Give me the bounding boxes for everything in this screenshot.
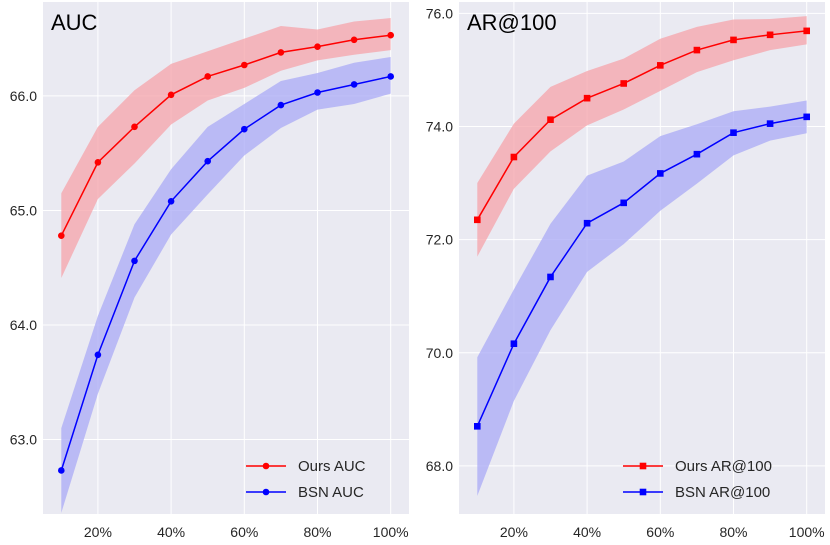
auc-ours-point — [94, 159, 102, 166]
ar100-x-tick-label: 100% — [789, 524, 825, 540]
ar100-legend: Ours AR@100 BSN AR@100 — [623, 458, 772, 501]
ar100-ours-point — [766, 31, 774, 39]
auc-x-tick-label: 100% — [373, 524, 409, 540]
auc-bsn-point — [94, 351, 102, 359]
ar100-ours-point — [657, 62, 664, 69]
ar100-ours-point — [730, 36, 737, 44]
ar100-bsn-point — [693, 150, 701, 158]
auc-bsn-series-line — [60, 75, 391, 471]
ar100-ours-point — [803, 27, 810, 35]
ar100-bsn-point — [474, 423, 481, 430]
ar100-bsn-point — [657, 170, 664, 177]
auc-ours-point — [277, 49, 285, 56]
auc-y-tick-label: 65.0 — [10, 202, 37, 218]
auc-bsn-point — [387, 73, 395, 80]
ar100-bsn-series-line — [476, 116, 807, 427]
ar100-bsn-point — [620, 199, 627, 207]
auc-bsn-point — [58, 467, 65, 474]
auc-bsn-confidence-band — [61, 56, 391, 513]
auc-x-tick-label: 60% — [230, 524, 258, 540]
auc-ours-series-line — [60, 34, 391, 236]
ar100-legend-marker — [639, 488, 647, 496]
ar100-bsn-point — [510, 340, 518, 348]
auc-x-tick-label: 20% — [84, 524, 112, 540]
auc-bsn-point — [241, 125, 248, 133]
auc-chart-title: AUC — [51, 10, 98, 35]
auc-bsn-point — [350, 81, 358, 88]
ar100-bsn-confidence-band — [477, 100, 807, 496]
auc-x-tick-label: 80% — [303, 524, 331, 540]
ar100-legend-label: BSN AR@100 — [675, 484, 770, 501]
ar100-y-tick-label: 70.0 — [426, 345, 453, 361]
ar100-bsn-point — [547, 273, 554, 281]
ar100-bsn-point — [803, 113, 810, 121]
ar100-ours-point — [547, 116, 554, 123]
ar100-ours-point — [620, 80, 627, 87]
ar100-ours-point — [693, 46, 701, 54]
ar100-bsn-point — [766, 120, 774, 127]
auc-ours-point — [58, 232, 65, 239]
auc-ours-point — [314, 43, 321, 50]
auc-y-tick-label: 66.0 — [10, 88, 37, 104]
auc-legend-label: BSN AUC — [298, 484, 364, 501]
auc-y-tick-label: 64.0 — [10, 317, 37, 333]
ar100-bsn-point — [730, 129, 737, 136]
auc-ours-point — [167, 91, 175, 99]
ar100-x-tick-label: 20% — [500, 524, 528, 540]
auc-legend-label: Ours AUC — [298, 458, 366, 475]
auc-bsn-point — [204, 157, 211, 165]
auc-bsn-point — [314, 89, 321, 96]
auc-legend-marker — [262, 462, 270, 470]
ar100-ours-point — [510, 153, 518, 161]
auc-ours-point — [387, 31, 395, 39]
ar100-x-tick-label: 40% — [573, 524, 601, 540]
auc-ours-point — [241, 61, 248, 69]
auc-ours-point — [350, 36, 358, 44]
ar100-y-tick-label: 68.0 — [426, 458, 453, 474]
auc-chart-panel: 20% 40% 60% 80% 100% 63.0 64.0 65.0 66.0 AUC Ours … — [10, 2, 409, 540]
ar100-ours-point — [474, 216, 481, 224]
ar100-chart-panel: 20% 40% 60% 80% 100% 68.0 70.0 72.0 74.0 76.0 AR@1… — [426, 2, 825, 540]
auc-legend-marker — [262, 488, 270, 496]
auc-ours-point — [131, 123, 138, 131]
auc-bsn-point — [277, 101, 285, 109]
ar100-ours-confidence-band — [477, 16, 807, 257]
auc-bsn-point — [131, 257, 138, 265]
ar100-x-tick-label: 80% — [719, 524, 747, 540]
ar100-chart-title: AR@100 — [467, 10, 557, 35]
ar100-ours-series-line — [476, 30, 807, 221]
ar100-y-tick-label: 72.0 — [426, 232, 453, 248]
ar100-y-tick-label: 76.0 — [426, 5, 453, 21]
ar100-bsn-point — [583, 219, 591, 227]
ar100-legend-marker — [639, 462, 647, 470]
ar100-x-tick-label: 60% — [646, 524, 674, 540]
auc-bsn-point — [167, 198, 175, 205]
auc-y-tick-label: 63.0 — [10, 432, 37, 448]
ar100-ours-point — [583, 94, 591, 102]
ar100-legend-label: Ours AR@100 — [675, 458, 772, 475]
auc-ours-point — [204, 73, 211, 80]
auc-x-tick-label: 40% — [157, 524, 185, 540]
ar100-y-tick-label: 74.0 — [426, 118, 453, 134]
auc-legend: Ours AUC BSN AUC — [246, 458, 366, 501]
